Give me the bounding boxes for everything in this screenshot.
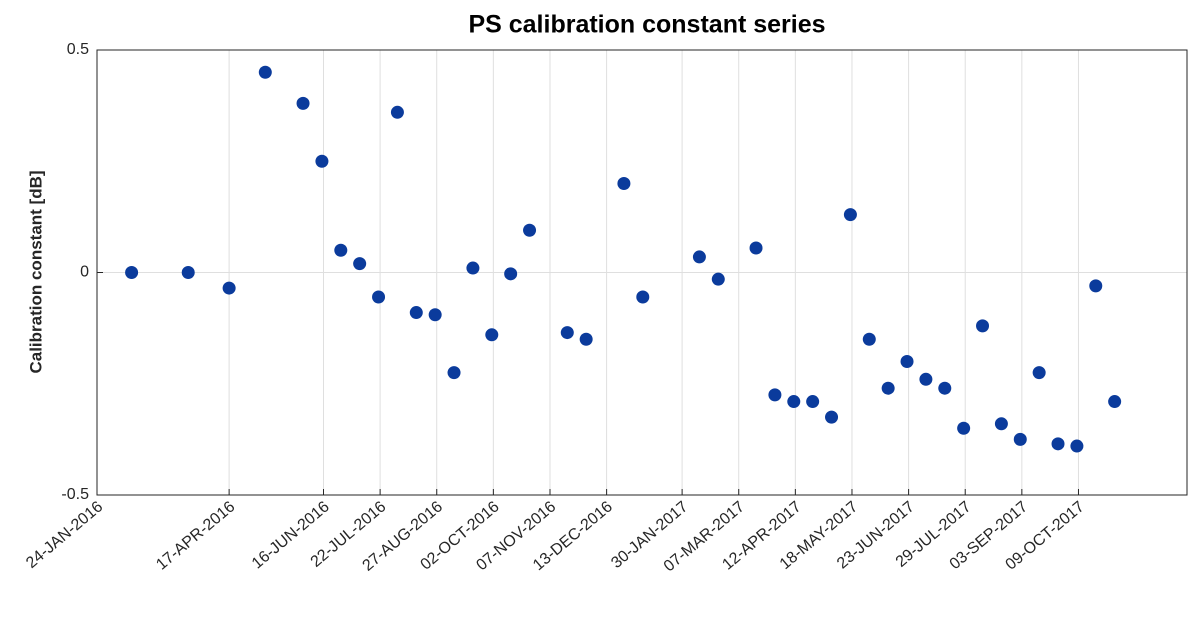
point (579, 332, 593, 346)
point (560, 326, 574, 340)
point (976, 319, 990, 333)
point (125, 266, 139, 279)
point (296, 96, 310, 110)
point (900, 355, 914, 368)
point (938, 381, 952, 395)
y-tick-label: 0.5 (67, 41, 89, 58)
point (334, 243, 348, 257)
point (617, 177, 631, 190)
point (390, 105, 404, 119)
y-tick-label: 0 (80, 264, 89, 281)
point (768, 388, 782, 402)
point (1108, 395, 1122, 409)
y-axis-label: Calibration constant [dB] (26, 170, 45, 373)
point (825, 410, 839, 424)
point (353, 257, 367, 271)
point (1013, 432, 1027, 446)
point (692, 250, 706, 264)
point (181, 266, 195, 279)
axes-box (96, 49, 1188, 496)
point (843, 208, 857, 222)
point (994, 417, 1008, 431)
point (485, 328, 499, 342)
point (862, 332, 876, 346)
point (636, 290, 650, 304)
point (919, 372, 933, 386)
y-tick-label: -0.5 (61, 486, 89, 503)
point (711, 272, 725, 286)
point (749, 241, 763, 255)
point (504, 267, 518, 281)
point (957, 421, 971, 435)
point (523, 223, 537, 237)
point (806, 395, 820, 409)
point (428, 308, 442, 322)
point (787, 395, 801, 409)
point (1032, 366, 1046, 380)
point (222, 281, 236, 295)
point (315, 154, 329, 168)
point (1051, 437, 1065, 451)
point (466, 261, 480, 275)
point (1070, 439, 1084, 453)
point (881, 381, 895, 395)
chart-title: PS calibration constant series (468, 11, 825, 39)
point (447, 366, 461, 380)
point (409, 306, 423, 320)
point (372, 290, 386, 304)
point (258, 65, 272, 79)
point (1089, 279, 1103, 293)
